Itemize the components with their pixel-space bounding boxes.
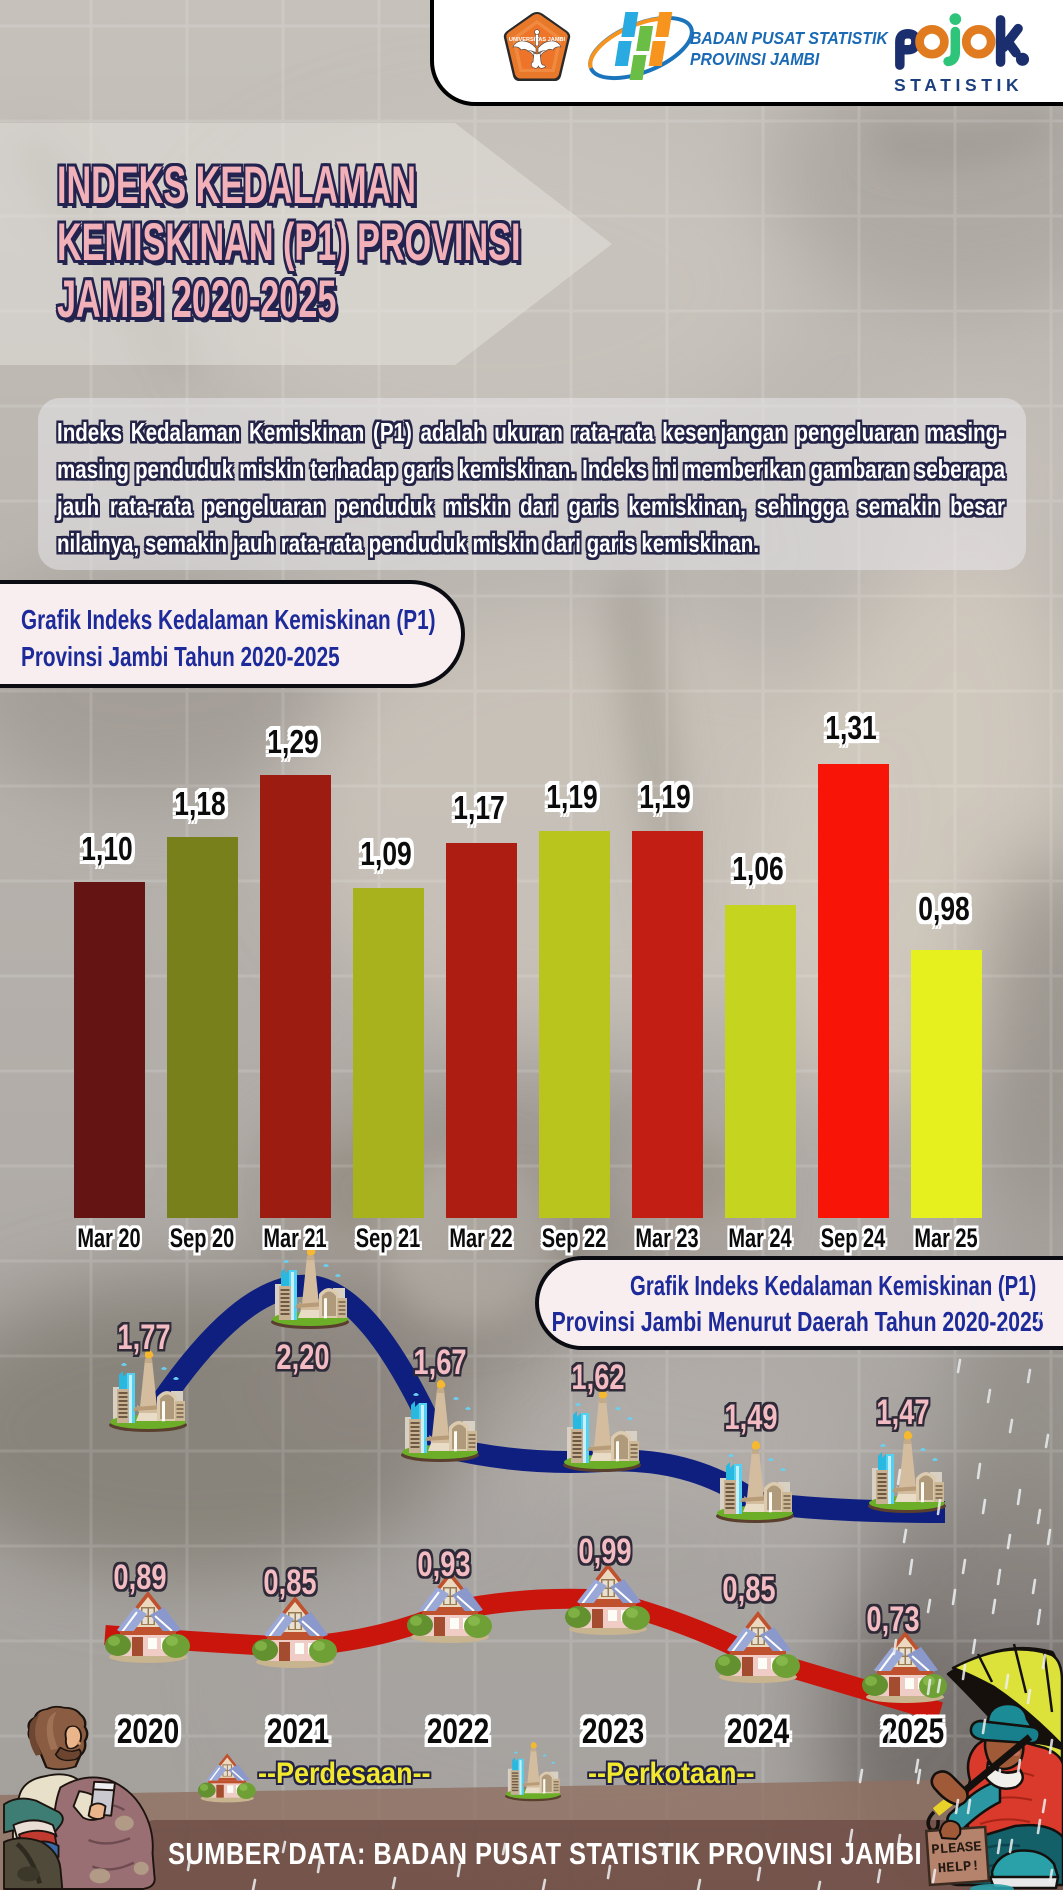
svg-text:HELP!: HELP!	[937, 1858, 980, 1877]
svg-text:BADAN PUSAT STATISTIK: BADAN PUSAT STATISTIK	[690, 28, 889, 48]
svg-text:UNIVERSITAS JAMBI: UNIVERSITAS JAMBI	[509, 37, 566, 43]
svg-text:PROVINSI JAMBI: PROVINSI JAMBI	[690, 49, 820, 69]
svg-text:STATISTIK: STATISTIK	[894, 75, 1023, 95]
svg-text:PLEASE: PLEASE	[931, 1839, 982, 1858]
